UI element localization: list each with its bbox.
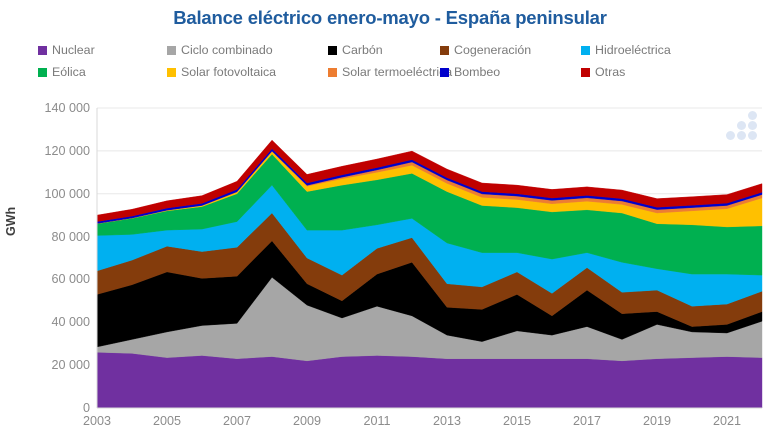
legend-item-bombeo[interactable]: Bombeo xyxy=(440,66,500,78)
legend-item-label: Bombeo xyxy=(454,65,501,79)
legend-swatch-icon xyxy=(167,45,176,55)
y-axis-tick-label: 40 000 xyxy=(51,315,90,330)
x-axis-tick-label: 2007 xyxy=(222,414,252,428)
x-axis-ticks: 2003 2005 2007 2009 2011 2013 2015 2017 2019 2021 xyxy=(0,414,780,436)
x-axis-tick-label: 2011 xyxy=(363,414,391,428)
x-axis-tick-label: 2009 xyxy=(292,414,322,428)
chart-title: Balance eléctrico enero-mayo - España pe… xyxy=(173,7,607,28)
legend-item-label: Eólica xyxy=(52,65,86,79)
legend-item-label: Nuclear xyxy=(52,43,95,57)
legend-item-label: Hidroeléctrica xyxy=(595,43,671,57)
decorative-dot xyxy=(748,131,757,140)
x-axis-tick-label: 2019 xyxy=(642,414,672,428)
decorative-dot xyxy=(748,121,757,130)
legend-item-otras[interactable]: Otras xyxy=(581,66,625,78)
x-axis-tick-label: 2021 xyxy=(712,414,742,428)
x-axis-tick-label: 2013 xyxy=(432,414,462,428)
y-axis-tick-label: 20 000 xyxy=(51,358,90,373)
legend-swatch-icon xyxy=(328,45,337,55)
legend-swatch-icon xyxy=(38,45,47,55)
legend-item-cogeneraci-n[interactable]: Cogeneración xyxy=(440,44,531,56)
decorative-dot xyxy=(737,131,746,140)
legend-swatch-icon xyxy=(440,45,449,55)
decorative-dots-icon xyxy=(726,111,762,143)
y-axis-title: GWh xyxy=(4,206,18,236)
legend-item-e-lica[interactable]: Eólica xyxy=(38,66,86,78)
y-axis-tick-label: 100 000 xyxy=(44,186,90,201)
legend-item-solar-fotovoltaica[interactable]: Solar fotovoltaica xyxy=(167,66,276,78)
y-axis-tick-label: 140 000 xyxy=(44,101,90,115)
area-series-otras xyxy=(96,139,763,222)
chart-legend: Nuclear Ciclo combinado Carbón Cogeneración… xyxy=(38,44,748,88)
y-axis-ticks: 0 20 000 40 000 60 000 80 000 100 000 120 000 1… xyxy=(0,0,90,440)
y-axis-tick-label: 80 000 xyxy=(51,229,90,244)
legend-item-hidroel-ctrica[interactable]: Hidroeléctrica xyxy=(581,44,671,56)
x-axis-tick-label: 2003 xyxy=(82,414,112,428)
y-axis-tick-label: 0 xyxy=(82,401,90,415)
legend-item-label: Cogeneración xyxy=(454,43,532,57)
legend-item-nuclear[interactable]: Nuclear xyxy=(38,44,95,56)
area-series-nuclear xyxy=(96,352,763,409)
legend-item-label: Solar termoeléctrica xyxy=(342,65,453,79)
legend-swatch-icon xyxy=(581,67,590,77)
decorative-dot xyxy=(726,131,735,140)
decorative-dot xyxy=(737,121,746,130)
x-axis-tick-label: 2015 xyxy=(502,414,532,428)
legend-item-label: Carbón xyxy=(342,43,383,57)
decorative-dot xyxy=(748,111,757,120)
legend-item-ciclo-combinado[interactable]: Ciclo combinado xyxy=(167,44,273,56)
legend-item-label: Solar fotovoltaica xyxy=(181,65,277,79)
legend-item-label: Ciclo combinado xyxy=(181,43,273,57)
x-axis-tick-label: 2005 xyxy=(152,414,182,428)
y-axis-tick-label: 60 000 xyxy=(51,272,90,287)
legend-swatch-icon xyxy=(328,67,337,77)
legend-swatch-icon xyxy=(167,67,176,77)
y-axis-tick-label: 120 000 xyxy=(44,143,90,158)
legend-item-solar-termoel-ctrica[interactable]: Solar termoeléctrica xyxy=(328,66,452,78)
legend-item-label: Otras xyxy=(595,65,626,79)
legend-swatch-icon xyxy=(38,67,47,77)
legend-swatch-icon xyxy=(440,67,449,77)
legend-item-carb-n[interactable]: Carbón xyxy=(328,44,383,56)
x-axis-tick-label: 2017 xyxy=(572,414,602,428)
legend-swatch-icon xyxy=(581,45,590,55)
